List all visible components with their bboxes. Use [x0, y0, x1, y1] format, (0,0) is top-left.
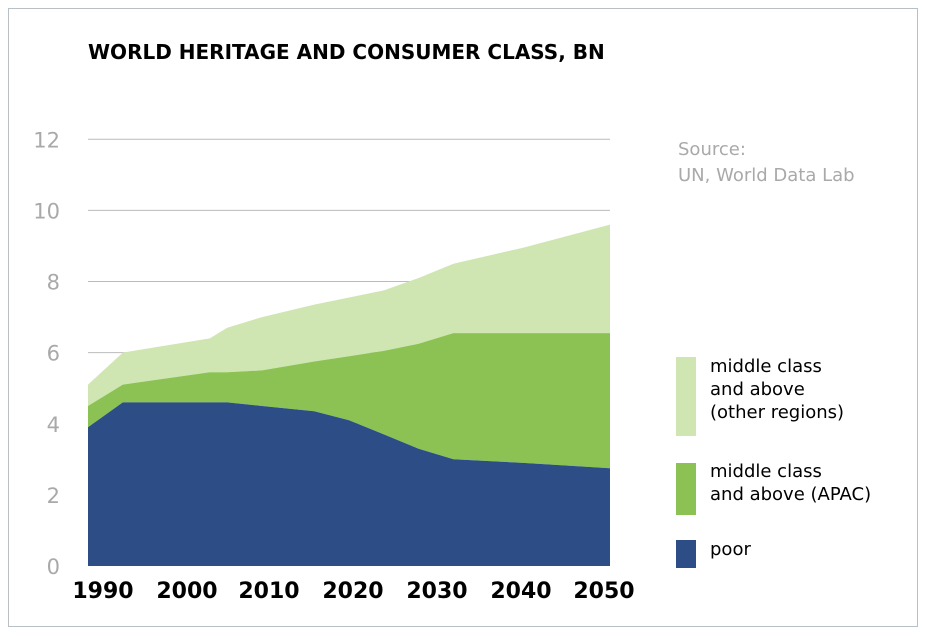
y-tick-label-4: 4 — [47, 413, 60, 437]
area-poor — [88, 402, 610, 566]
area-other — [88, 224, 610, 406]
y-tick-label-10: 10 — [33, 199, 60, 223]
legend-label-apac: middle class and above (APAC) — [710, 461, 872, 505]
y-tick-label-8: 8 — [47, 271, 60, 295]
y-tick-label-2: 2 — [47, 484, 60, 508]
area-apac — [88, 333, 610, 469]
source-note: Source: UN, World Data Lab — [678, 139, 855, 186]
y-tick-label-0: 0 — [47, 555, 60, 579]
y-tick-label-6: 6 — [47, 342, 60, 366]
legend-label-poor: poor — [710, 539, 751, 560]
x-tick-label-2030: 2030 — [406, 579, 467, 604]
x-tick-label-1990: 1990 — [72, 579, 133, 604]
x-tick-label-2050: 2050 — [573, 579, 634, 604]
legend-swatch-poor — [676, 540, 696, 568]
x-tick-label-2020: 2020 — [322, 579, 383, 604]
y-tick-label-12: 12 — [33, 128, 60, 152]
legend-label-other: middle class and above (other regions) — [710, 356, 845, 423]
x-tick-label-2010: 2010 — [238, 579, 299, 604]
legend-swatch-other — [676, 357, 696, 436]
x-tick-label-2040: 2040 — [490, 579, 551, 604]
chart-title: WORLD HERITAGE AND CONSUMER CLASS, BN — [88, 40, 605, 64]
x-tick-label-2000: 2000 — [156, 579, 217, 604]
legend-swatch-apac — [676, 463, 696, 515]
